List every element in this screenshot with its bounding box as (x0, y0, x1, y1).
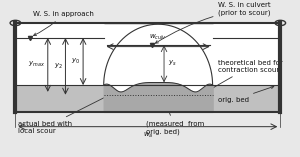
Bar (213, 85, 280, 112)
Bar (15, 23, 280, 112)
Polygon shape (104, 24, 213, 85)
Text: $w_a$: $w_a$ (143, 130, 153, 140)
Text: theoretical bed for
contraction scour: theoretical bed for contraction scour (204, 60, 283, 93)
Text: W. S. in culvert
(prior to scour): W. S. in culvert (prior to scour) (155, 2, 271, 43)
Text: orig. bed: orig. bed (218, 86, 274, 103)
Text: (measured  from
orig. bed): (measured from orig. bed) (146, 89, 205, 135)
Text: $y_2$: $y_2$ (53, 62, 62, 71)
Text: $w_{culv}$: $w_{culv}$ (149, 33, 167, 42)
Bar (104, 95, 213, 112)
Text: W. S. in approach: W. S. in approach (33, 11, 94, 36)
Text: actual bed with
local scour: actual bed with local scour (18, 94, 112, 134)
Text: $y_0$: $y_0$ (71, 57, 80, 66)
Text: $y_s$: $y_s$ (169, 59, 177, 68)
Text: $y_{max}$: $y_{max}$ (28, 60, 45, 69)
Bar (15, 85, 104, 112)
